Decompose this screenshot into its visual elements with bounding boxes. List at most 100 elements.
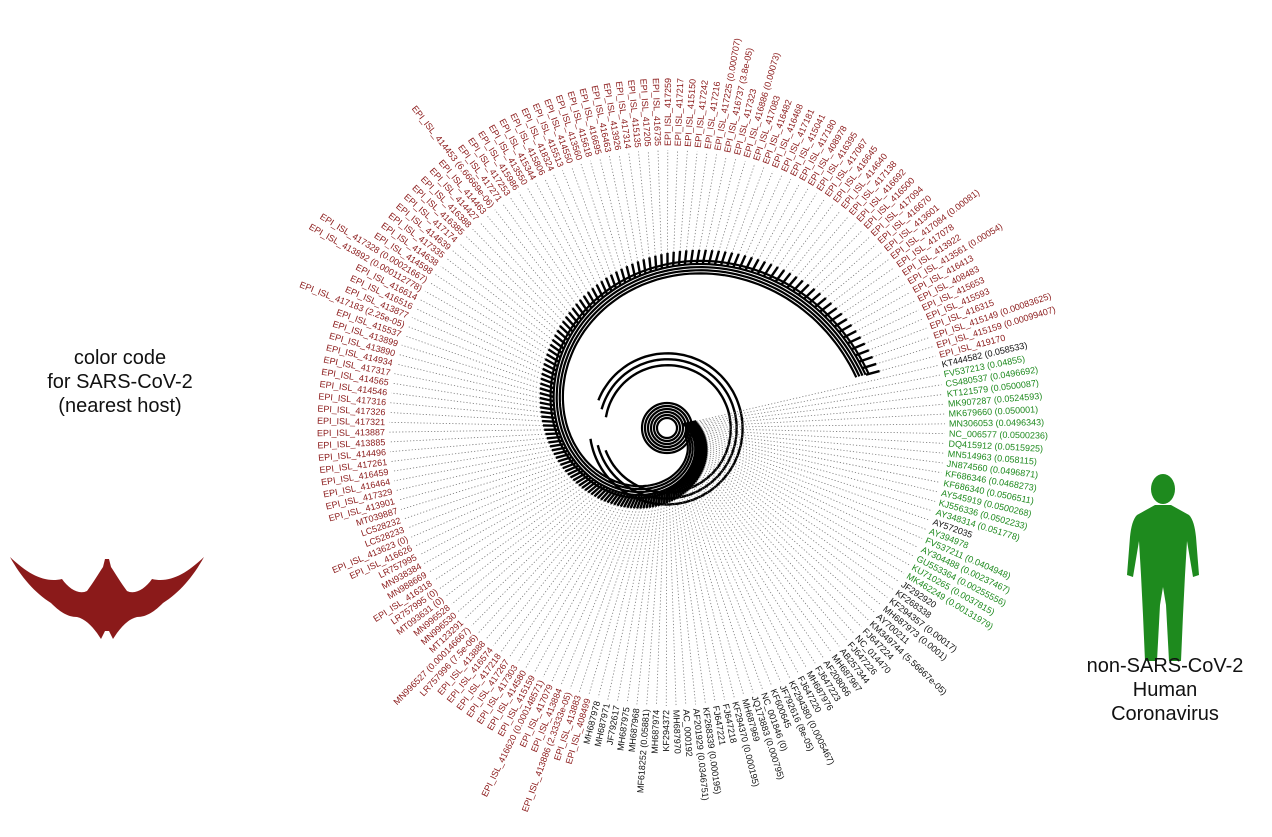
leaf-label: EPI_ISL_415150	[683, 79, 698, 148]
host-color-legend-caption: color code for SARS-CoV-2 (nearest host)	[0, 346, 240, 418]
leaf-label: EPI_ISL_417321	[317, 416, 385, 427]
leaf-leader-line	[706, 443, 927, 530]
leaf-leader-line	[486, 215, 570, 313]
leaf-leader-line	[526, 187, 589, 293]
terminal-branch	[682, 477, 689, 492]
terminal-branch	[544, 358, 558, 368]
leaf-leader-line	[494, 209, 573, 309]
terminal-branch	[546, 435, 561, 440]
terminal-branch	[613, 492, 624, 506]
terminal-branch	[684, 474, 693, 489]
leaf-leader-line	[738, 170, 774, 255]
leaf-leader-line	[404, 464, 561, 520]
terminal-branch	[541, 419, 557, 424]
terminal-branch	[691, 462, 702, 476]
terminal-branch	[591, 287, 600, 302]
leaf-leader-line	[683, 494, 735, 698]
leaf-leader-line	[698, 394, 944, 425]
leaf-leader-line	[751, 178, 792, 258]
leaf-leader-line	[390, 442, 549, 462]
leaf-leader-line	[478, 499, 602, 633]
terminal-branch	[545, 432, 560, 436]
terminal-branch	[619, 493, 629, 508]
terminal-branch	[603, 489, 615, 503]
leaf-label: MN306053 (0.0496343)	[949, 417, 1044, 428]
terminal-branch	[824, 307, 838, 318]
leaf-leader-line	[689, 489, 763, 690]
terminal-branch	[651, 493, 657, 508]
terminal-branch	[539, 406, 555, 411]
legend-line-3: (nearest host)	[58, 395, 182, 417]
leaf-leader-line	[697, 480, 808, 669]
leaf-label: EPI_ISL_413887	[317, 427, 385, 438]
leaf-leader-line	[571, 166, 612, 275]
bat-silhouette-icon	[10, 557, 204, 639]
leaf-leader-line	[518, 192, 585, 297]
leaf-leader-line	[389, 429, 545, 433]
leaf-leader-line	[608, 155, 633, 264]
legend-line-1: color code	[73, 347, 167, 369]
leaf-label: AC_000192	[681, 709, 694, 757]
terminal-branch	[542, 367, 556, 376]
terminal-branch	[620, 268, 627, 283]
terminal-branch	[671, 485, 676, 501]
human-figure-icon	[1127, 474, 1199, 661]
terminal-branch	[694, 449, 708, 460]
leaf-leader-line	[617, 507, 654, 702]
leaf-label: EPI_ISL_417217	[673, 78, 686, 146]
leaf-leader-line	[401, 460, 559, 510]
leaf-leader-line	[407, 467, 563, 529]
leaf-leader-line	[408, 326, 542, 379]
leaf-leader-line	[510, 197, 581, 301]
spiral-branch	[555, 265, 864, 494]
leaf-leader-line	[479, 222, 567, 318]
leaf-leader-line	[676, 498, 706, 704]
terminal-branch	[606, 490, 618, 504]
terminal-branch	[694, 450, 708, 462]
leaf-leader-line	[706, 439, 933, 512]
leaf-leader-line	[679, 150, 688, 252]
terminal-branch	[732, 253, 740, 268]
leaf-leader-line	[458, 243, 558, 331]
leaf-leader-line	[517, 505, 618, 663]
terminal-branch	[571, 307, 583, 320]
terminal-branch	[595, 284, 604, 298]
terminal-branch	[567, 467, 582, 476]
terminal-branch	[683, 250, 688, 265]
leaf-label: EPI_ISL_416735	[651, 78, 663, 146]
terminal-branch	[689, 249, 695, 265]
leaf-leader-line	[697, 384, 942, 424]
terminal-branch	[575, 474, 589, 485]
terminal-branch	[551, 338, 565, 350]
spiral-branch	[558, 269, 861, 491]
leaf-label: MK679660 (0.050001)	[948, 404, 1038, 419]
terminal-branch	[694, 453, 707, 466]
leaf-leader-line	[705, 156, 727, 251]
leaf-leader-line	[411, 317, 542, 375]
leaf-leader-line	[607, 507, 651, 700]
leaf-leader-line	[699, 403, 945, 426]
leaf-leader-line	[391, 392, 541, 413]
terminal-branch	[568, 311, 579, 324]
leaf-leader-line	[390, 402, 542, 417]
leaf-leader-line	[701, 472, 840, 647]
leaf-leader-line	[429, 282, 547, 355]
terminal-branch	[578, 476, 592, 487]
terminal-branch	[600, 488, 612, 501]
leaf-leader-line	[415, 308, 543, 370]
leaf-leader-line	[707, 448, 914, 557]
terminal-branch	[648, 257, 652, 272]
terminal-branch	[569, 470, 584, 479]
terminal-branch	[762, 263, 773, 277]
terminal-branch	[677, 250, 682, 266]
leaf-leader-line	[464, 496, 595, 620]
leaf-leader-line	[674, 499, 697, 705]
leaf-label: EPI_ISL_417259	[663, 78, 673, 146]
terminal-branch	[604, 277, 613, 292]
terminal-branch	[572, 472, 587, 482]
terminal-branch	[553, 449, 568, 456]
leaf-leader-line	[544, 178, 598, 285]
leaf-leader-line	[685, 151, 698, 251]
terminal-branch	[541, 372, 556, 381]
terminal-branch	[539, 391, 554, 398]
